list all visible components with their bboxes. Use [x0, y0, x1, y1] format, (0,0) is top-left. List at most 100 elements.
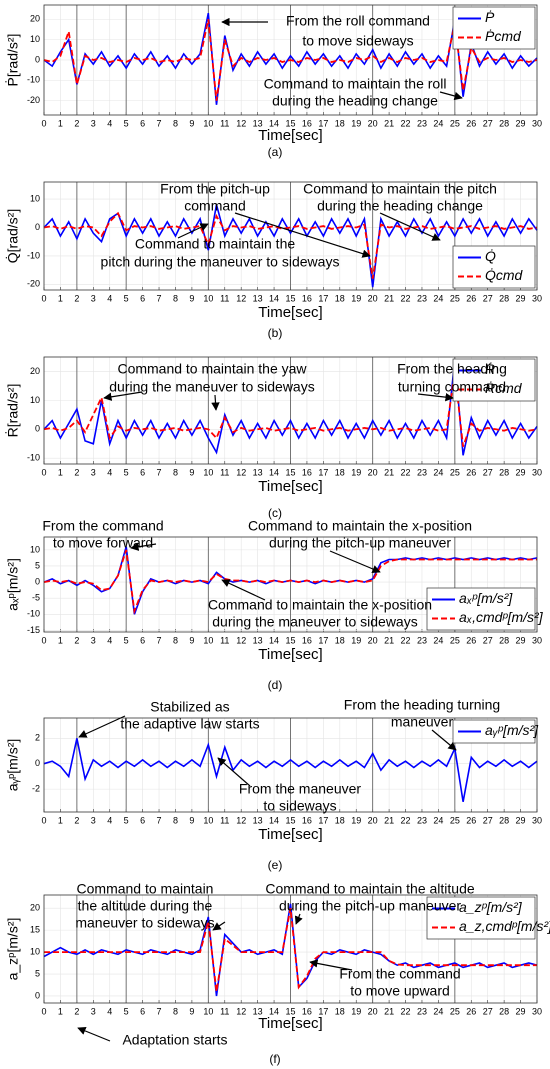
annotation: during the pitch-up maneuver — [279, 898, 461, 914]
annotation-arrow — [329, 550, 381, 573]
x-tick-label: 24 — [433, 1006, 443, 1016]
x-tick-label: 10 — [203, 1006, 213, 1016]
x-tick-label: 20 — [368, 467, 378, 477]
annotation: Command to maintain the x-position — [248, 518, 472, 534]
x-tick-label: 11 — [220, 118, 229, 128]
legend-label: Ṙcmd — [485, 380, 523, 396]
x-axis-label: Time[sec] — [258, 826, 322, 843]
x-tick-label: 19 — [351, 815, 361, 825]
annotation: Command to maintain the yaw — [117, 361, 307, 377]
annotation: Command to maintain the pitch — [303, 181, 497, 197]
axes-frame — [43, 356, 538, 465]
annotation: during the maneuver to sideways — [109, 379, 314, 395]
x-tick-label: 28 — [499, 815, 509, 825]
x-tick-label: 11 — [220, 467, 229, 477]
annotation: Command to maintain the x-position — [208, 597, 432, 613]
x-tick-label: 24 — [433, 293, 443, 303]
x-tick-label: 15 — [285, 293, 295, 303]
x-tick-label: 17 — [318, 118, 328, 128]
annotation: during the pitch-up maneuver — [269, 535, 451, 551]
annotation-arrow — [431, 729, 457, 751]
annotation: command — [184, 198, 245, 214]
annotation: From the pitch-up — [160, 181, 270, 197]
x-tick-label: 6 — [140, 467, 145, 477]
x-tick-label: 30 — [532, 635, 542, 645]
x-tick-label: 0 — [41, 815, 46, 825]
annotation: during the heading change — [272, 93, 438, 109]
x-tick-label: 12 — [236, 293, 246, 303]
x-tick-label: 22 — [401, 635, 411, 645]
legend-box — [426, 587, 536, 631]
x-tick-label: 10 — [203, 467, 213, 477]
x-tick-label: 18 — [335, 815, 345, 825]
x-tick-label: 1 — [58, 293, 63, 303]
x-tick-label: 12 — [236, 635, 246, 645]
annotation: pitch during the maneuver to sideways — [101, 254, 340, 270]
x-tick-label: 30 — [532, 118, 542, 128]
x-tick-label: 14 — [269, 118, 279, 128]
x-tick-label: 7 — [157, 467, 162, 477]
annotation: to move upward — [350, 983, 450, 999]
x-tick-label: 28 — [499, 293, 509, 303]
x-tick-label: 4 — [107, 467, 112, 477]
x-tick-label: 25 — [450, 293, 460, 303]
x-tick-label: 8 — [173, 293, 178, 303]
x-tick-label: 10 — [203, 815, 213, 825]
axes-frame — [43, 536, 538, 633]
x-tick-label: 8 — [173, 815, 178, 825]
x-tick-label: 9 — [189, 118, 194, 128]
x-tick-label: 15 — [285, 467, 295, 477]
x-tick-label: 22 — [401, 1006, 411, 1016]
y-tick-label: 20 — [30, 366, 40, 376]
series-line — [43, 204, 538, 288]
annotation: turning command — [398, 379, 506, 395]
axes-frame — [43, 181, 538, 291]
annotation-arrow — [417, 392, 454, 402]
x-tick-label: 9 — [189, 467, 194, 477]
y-tick-label: -5 — [32, 593, 40, 603]
x-tick-label: 12 — [236, 1006, 246, 1016]
series-line — [43, 903, 538, 997]
annotation: to move sideways — [302, 33, 413, 49]
axes-frame — [43, 4, 538, 116]
x-tick-label: 25 — [450, 635, 460, 645]
x-tick-label: 2 — [74, 467, 79, 477]
x-tick-label: 0 — [41, 467, 46, 477]
panel-label: (b) — [268, 326, 283, 340]
x-tick-label: 26 — [466, 635, 476, 645]
axes-frame — [43, 894, 538, 1004]
annotation: to sideways — [263, 798, 336, 814]
y-tick-label: 10 — [30, 946, 40, 956]
x-tick-label: 12 — [236, 815, 246, 825]
annotation: during the maneuver to sideways — [212, 614, 417, 630]
axes-frame — [43, 717, 538, 813]
x-tick-label: 9 — [189, 635, 194, 645]
series-line — [43, 211, 538, 279]
legend-label: Ṗ — [485, 9, 495, 25]
x-tick-label: 12 — [236, 118, 246, 128]
x-tick-label: 22 — [401, 467, 411, 477]
x-tick-label: 22 — [401, 293, 411, 303]
x-tick-label: 28 — [499, 118, 509, 128]
annotation: From the command — [42, 518, 163, 534]
x-tick-label: 23 — [417, 635, 427, 645]
x-tick-label: 25 — [450, 1006, 460, 1016]
x-tick-label: 3 — [91, 118, 96, 128]
x-tick-label: 15 — [285, 118, 295, 128]
annotation: during the heading change — [317, 198, 483, 214]
x-tick-label: 7 — [157, 635, 162, 645]
x-tick-label: 4 — [107, 293, 112, 303]
x-tick-label: 26 — [466, 293, 476, 303]
x-tick-label: 18 — [335, 467, 345, 477]
annotation-arrow — [78, 715, 126, 738]
x-tick-label: 4 — [107, 635, 112, 645]
x-tick-label: 4 — [107, 118, 112, 128]
legend-label: Ṗcmd — [485, 28, 522, 44]
y-tick-label: 0 — [35, 576, 40, 586]
y-tick-label: 5 — [35, 968, 40, 978]
x-tick-label: 3 — [91, 293, 96, 303]
x-tick-label: 0 — [41, 635, 46, 645]
x-tick-label: 24 — [433, 635, 443, 645]
x-tick-label: 3 — [91, 815, 96, 825]
x-tick-label: 6 — [140, 1006, 145, 1016]
